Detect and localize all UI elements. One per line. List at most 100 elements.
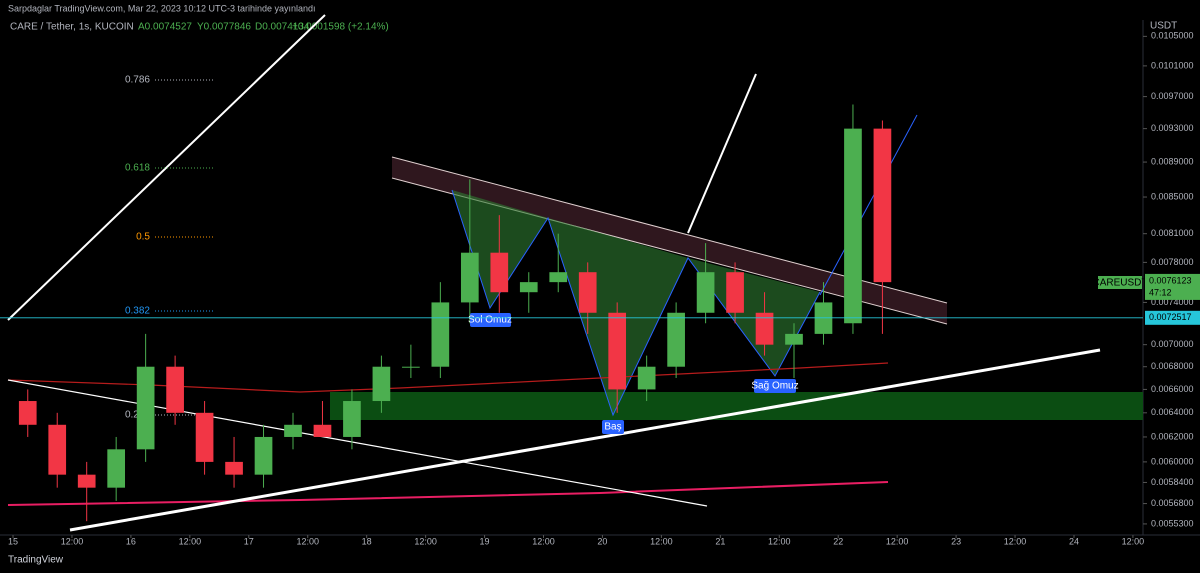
x-tick-label: 12:00 <box>650 536 673 546</box>
trend-line <box>69 348 1101 532</box>
candle-body <box>107 449 126 488</box>
y-tick-label: 0.0064000 <box>1151 407 1194 417</box>
annotation: Sağ Omuz <box>751 381 798 392</box>
y-tick-label: 0.0066000 <box>1151 384 1194 394</box>
candle-body <box>726 272 744 313</box>
annotation: Baş <box>604 422 621 433</box>
x-tick-label: 24 <box>1069 536 1079 546</box>
candle-body <box>77 474 96 488</box>
ohlc-change: +0.0001598 (+2.14%) <box>292 22 389 33</box>
fib-label: 0.382 <box>125 306 150 317</box>
trend-line <box>687 73 757 234</box>
annotation: Sol Omuz <box>468 315 512 326</box>
candle-body <box>696 272 715 313</box>
label-box <box>754 379 796 393</box>
symbol-box <box>1098 276 1142 289</box>
x-tick-label: 12:00 <box>886 536 909 546</box>
x-tick-label: 12:00 <box>1004 536 1027 546</box>
candle-body <box>549 272 568 283</box>
brand: TradingView <box>8 555 64 566</box>
y-tick-label: 0.0078000 <box>1151 257 1194 267</box>
symbol: CARE / Tether, 1s, KUCOIN <box>10 22 134 33</box>
x-tick-label: 12:00 <box>61 536 84 546</box>
x-tick-label: 17 <box>244 536 254 546</box>
y-tick-label: 0.0089000 <box>1151 156 1194 166</box>
x-tick-label: 12:00 <box>768 536 791 546</box>
last-price-label: 0.0076123 <box>1149 275 1192 285</box>
x-tick-label: 12:00 <box>1122 536 1145 546</box>
fib-label: 0.786 <box>125 75 150 86</box>
candle-body <box>844 128 862 324</box>
candle-body <box>755 312 774 345</box>
x-tick-label: 12:00 <box>296 536 319 546</box>
fib-label: 0.5 <box>136 232 150 243</box>
symbol-label: CAREUSDT <box>1092 278 1147 289</box>
x-tick-label: 16 <box>126 536 136 546</box>
ohlc-low: D0.0074134 <box>255 22 310 33</box>
support-zone <box>330 392 1143 420</box>
pattern-fill <box>688 258 820 376</box>
moving-average <box>7 481 889 506</box>
x-tick-label: 19 <box>480 536 490 546</box>
label-box <box>470 313 511 327</box>
candle-body <box>519 282 538 293</box>
y-tick-label: 0.0093000 <box>1151 123 1194 133</box>
y-tick-label: 0.0085000 <box>1151 191 1194 201</box>
candle-body <box>578 272 597 313</box>
candle-body <box>431 302 450 367</box>
y-axis-label: USDT <box>1150 21 1177 32</box>
x-tick-label: 12:00 <box>179 536 202 546</box>
candle-body <box>313 424 332 437</box>
ohlc-open: A0.0074527 <box>138 22 192 33</box>
candle-body <box>460 252 479 303</box>
pattern-fill <box>452 190 548 308</box>
x-tick-label: 21 <box>715 536 725 546</box>
y-tick-label: 0.0058400 <box>1151 477 1194 487</box>
publisher: Sarpdaglar TradingView.com, Mar 22, 2023… <box>8 3 316 13</box>
x-tick-label: 18 <box>362 536 372 546</box>
y-tick-label: 0.0055300 <box>1151 518 1194 528</box>
channel <box>392 157 947 324</box>
y-tick-label: 0.0070000 <box>1151 339 1194 349</box>
candle-body <box>372 366 391 402</box>
y-tick-label: 0.0060000 <box>1151 456 1194 466</box>
y-tick-label: 0.0105000 <box>1151 31 1194 41</box>
y-tick-label: 0.0074000 <box>1151 297 1194 307</box>
x-tick-label: 15 <box>8 536 18 546</box>
y-tick-label: 0.0101000 <box>1151 60 1194 70</box>
candle-body <box>667 312 685 367</box>
x-tick-label: 23 <box>951 536 961 546</box>
candles <box>18 104 892 522</box>
candle-body <box>785 333 803 345</box>
candle-body <box>343 401 361 437</box>
candle-body <box>166 366 184 413</box>
candle-body <box>225 461 243 475</box>
fib-label: 0.618 <box>125 163 150 174</box>
countdown: 47:12 <box>1149 287 1172 297</box>
candle-body <box>254 436 273 475</box>
trend-line <box>7 14 326 321</box>
moving-average <box>7 362 889 393</box>
candle-body <box>402 366 420 368</box>
label-box <box>602 420 624 434</box>
x-tick-label: 20 <box>597 536 607 546</box>
y-tick-label: 0.0056800 <box>1151 498 1194 508</box>
candle-body <box>136 366 155 450</box>
y-tick-label: 0.0062000 <box>1151 431 1194 441</box>
y-tick-label: 0.0068000 <box>1151 361 1194 371</box>
candle-body <box>284 424 302 437</box>
trend-line <box>7 379 708 507</box>
x-tick-label: 12:00 <box>532 536 555 546</box>
candle-body <box>490 252 509 293</box>
pattern-line <box>451 189 821 417</box>
y-tick-label: 0.0081000 <box>1151 228 1194 238</box>
candle-body <box>637 366 656 390</box>
target-line <box>819 114 918 296</box>
candle-body <box>48 424 67 475</box>
price-box <box>1145 310 1200 325</box>
candle-body <box>195 412 214 462</box>
last-price-box <box>1145 273 1200 300</box>
price-label: 0.0072517 <box>1149 312 1192 322</box>
candle-body <box>608 312 627 390</box>
